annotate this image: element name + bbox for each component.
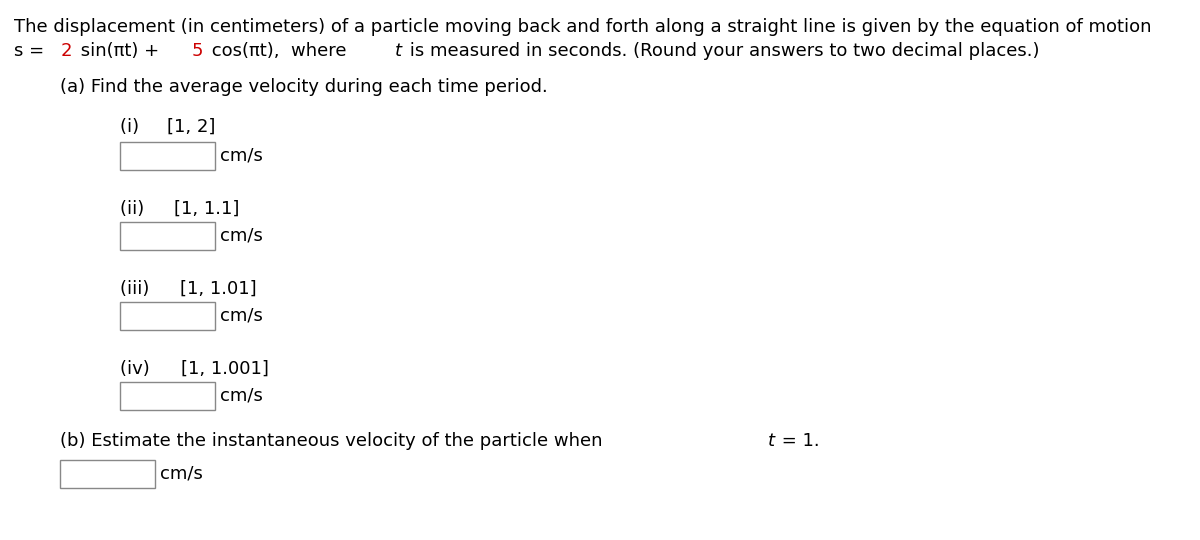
Text: [1, 2]: [1, 2] xyxy=(167,118,215,136)
Text: cm/s: cm/s xyxy=(220,387,263,405)
FancyBboxPatch shape xyxy=(120,222,215,250)
Text: = 1.: = 1. xyxy=(776,432,820,450)
Text: 2: 2 xyxy=(60,42,72,60)
FancyBboxPatch shape xyxy=(120,382,215,410)
Text: [1, 1.01]: [1, 1.01] xyxy=(180,280,257,298)
Text: The displacement (in centimeters) of a particle moving back and forth along a st: The displacement (in centimeters) of a p… xyxy=(14,18,1152,36)
Text: 5: 5 xyxy=(191,42,203,60)
Text: t: t xyxy=(768,432,774,450)
Text: (i): (i) xyxy=(120,118,156,136)
Text: s =: s = xyxy=(14,42,50,60)
Text: cm/s: cm/s xyxy=(220,307,263,325)
FancyBboxPatch shape xyxy=(60,460,155,488)
Text: (iv): (iv) xyxy=(120,360,167,378)
Text: cm/s: cm/s xyxy=(220,227,263,245)
Text: [1, 1.1]: [1, 1.1] xyxy=(174,200,239,218)
Text: (iii): (iii) xyxy=(120,280,167,298)
Text: cos(πt),  where: cos(πt), where xyxy=(206,42,352,60)
Text: [1, 1.001]: [1, 1.001] xyxy=(181,360,269,378)
FancyBboxPatch shape xyxy=(120,142,215,170)
Text: sin(πt) +: sin(πt) + xyxy=(76,42,166,60)
Text: (b) Estimate the instantaneous velocity of the particle when: (b) Estimate the instantaneous velocity … xyxy=(60,432,608,450)
Text: t: t xyxy=(395,42,402,60)
Text: is measured in seconds. (Round your answers to two decimal places.): is measured in seconds. (Round your answ… xyxy=(403,42,1039,60)
Text: cm/s: cm/s xyxy=(220,147,263,165)
Text: (a) Find the average velocity during each time period.: (a) Find the average velocity during eac… xyxy=(60,78,547,96)
Text: cm/s: cm/s xyxy=(160,465,203,483)
Text: (ii): (ii) xyxy=(120,200,162,218)
FancyBboxPatch shape xyxy=(120,302,215,330)
